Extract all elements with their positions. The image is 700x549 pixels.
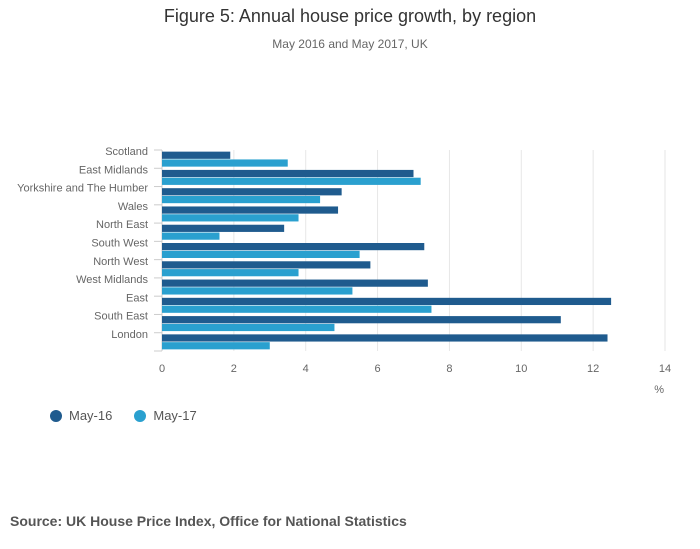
legend-swatch-may-17 <box>134 409 147 422</box>
bar-may-16-scotland[interactable] <box>162 151 231 159</box>
x-tick-label: 14 <box>659 363 671 375</box>
chart-legend: May-16 May-17 <box>50 408 219 423</box>
bar-may-17-wales[interactable] <box>162 214 299 222</box>
y-category-label: East <box>126 292 148 304</box>
bar-may-17-north-west[interactable] <box>162 269 299 277</box>
source-note: Source: UK House Price Index, Office for… <box>10 513 407 529</box>
x-axis-label: % <box>654 384 664 396</box>
bar-may-16-north-west[interactable] <box>162 261 371 269</box>
y-category-label: North West <box>93 256 148 268</box>
bar-may-16-west-midlands[interactable] <box>162 279 428 287</box>
x-tick-label: 8 <box>446 363 452 375</box>
x-tick-label: 0 <box>159 363 165 375</box>
bar-may-16-south-west[interactable] <box>162 243 425 251</box>
legend-item-may-16[interactable]: May-16 <box>50 408 112 423</box>
legend-swatch-may-16 <box>50 409 62 422</box>
bar-may-17-east[interactable] <box>162 305 432 313</box>
x-tick-label: 4 <box>303 363 309 375</box>
y-category-label: Yorkshire and The Humber <box>17 183 148 195</box>
bar-may-16-london[interactable] <box>162 334 608 342</box>
bar-may-17-west-midlands[interactable] <box>162 287 353 295</box>
bar-may-17-south-west[interactable] <box>162 250 360 258</box>
y-category-label: West Midlands <box>76 274 148 286</box>
legend-item-may-17[interactable]: May-17 <box>134 408 197 423</box>
bar-may-16-yorkshire-and-the-humber[interactable] <box>162 188 342 196</box>
bar-may-16-north-east[interactable] <box>162 224 285 232</box>
x-tick-label: 6 <box>375 363 381 375</box>
bar-may-17-yorkshire-and-the-humber[interactable] <box>162 195 321 204</box>
y-category-label: East Midlands <box>79 164 149 176</box>
legend-label-may-16: May-16 <box>69 408 113 423</box>
x-tick-label: 10 <box>515 363 527 375</box>
bar-may-16-east-midlands[interactable] <box>162 169 414 178</box>
x-tick-label: 2 <box>231 363 237 375</box>
x-tick-label: 12 <box>587 363 599 375</box>
chart-title: Figure 5: Annual house price growth, by … <box>163 6 537 26</box>
legend-label-may-17: May-17 <box>153 408 197 423</box>
y-category-label: Wales <box>118 201 149 213</box>
y-category-label: South East <box>94 311 148 323</box>
bar-may-16-south-east[interactable] <box>162 316 561 324</box>
y-category-label: North East <box>96 219 148 231</box>
bar-may-16-east[interactable] <box>162 297 612 306</box>
bar-may-17-london[interactable] <box>162 342 270 350</box>
y-category-label: Scotland <box>105 146 148 158</box>
chart-subtitle: May 2016 and May 2017, UK <box>272 37 428 51</box>
bar-may-16-wales[interactable] <box>162 206 339 214</box>
bar-may-17-east-midlands[interactable] <box>162 177 421 185</box>
bar-may-17-north-east[interactable] <box>162 232 220 240</box>
y-category-label: South West <box>91 238 148 250</box>
bar-may-17-south-east[interactable] <box>162 323 335 332</box>
bar-may-17-scotland[interactable] <box>162 159 288 167</box>
y-category-label: London <box>111 329 148 341</box>
